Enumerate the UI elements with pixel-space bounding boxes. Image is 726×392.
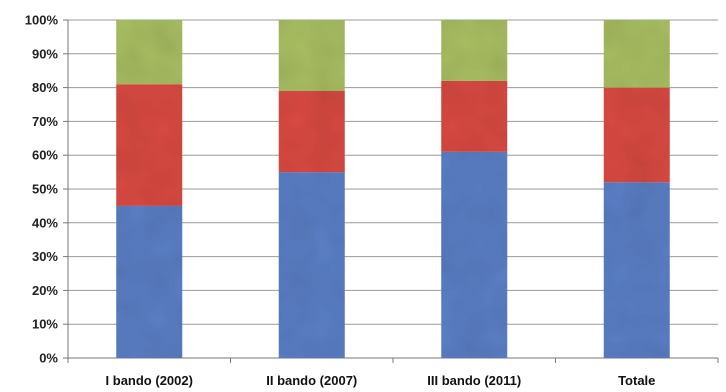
y-tick-label: 90%	[32, 46, 58, 61]
y-tick-label: 30%	[32, 249, 58, 264]
y-tick-label: 0%	[39, 351, 58, 366]
y-tick-label: 20%	[32, 283, 58, 298]
bar-segment-series-1-4	[603, 182, 670, 358]
bar-segment-series-2-4	[603, 87, 670, 183]
bar-segment-series-2-2	[278, 90, 345, 173]
bar-segment-series-1-1	[116, 205, 183, 358]
bars	[116, 20, 670, 358]
y-tick-label: 50%	[32, 182, 58, 197]
bar-segment-series-1-2	[278, 172, 345, 358]
bar-segment-series-3-3	[441, 20, 508, 81]
bar-segment-series-2-1	[116, 84, 183, 206]
y-tick-label: 10%	[32, 317, 58, 332]
y-tick-label: 100%	[25, 13, 59, 28]
bar-segment-series-3-4	[603, 20, 670, 88]
bar-segment-series-3-1	[116, 20, 183, 85]
x-category-label: III bando (2011)	[427, 373, 521, 388]
x-category-label: Totale	[618, 373, 655, 388]
y-tick-label: 70%	[32, 114, 58, 129]
bar-segment-series-1-3	[441, 151, 508, 358]
x-category-label: II bando (2007)	[266, 373, 357, 388]
bar-segment-series-3-2	[278, 20, 345, 91]
y-tick-label: 60%	[32, 148, 58, 163]
bar-segment-series-2-3	[441, 80, 508, 152]
y-tick-label: 40%	[32, 215, 58, 230]
x-category-label: I bando (2002)	[106, 373, 193, 388]
axis-labels: 0% 10% 20% 30% 40% 50% 60% 70% 80% 90% 100% I bando…	[25, 13, 656, 389]
y-tick-label: 80%	[32, 80, 58, 95]
